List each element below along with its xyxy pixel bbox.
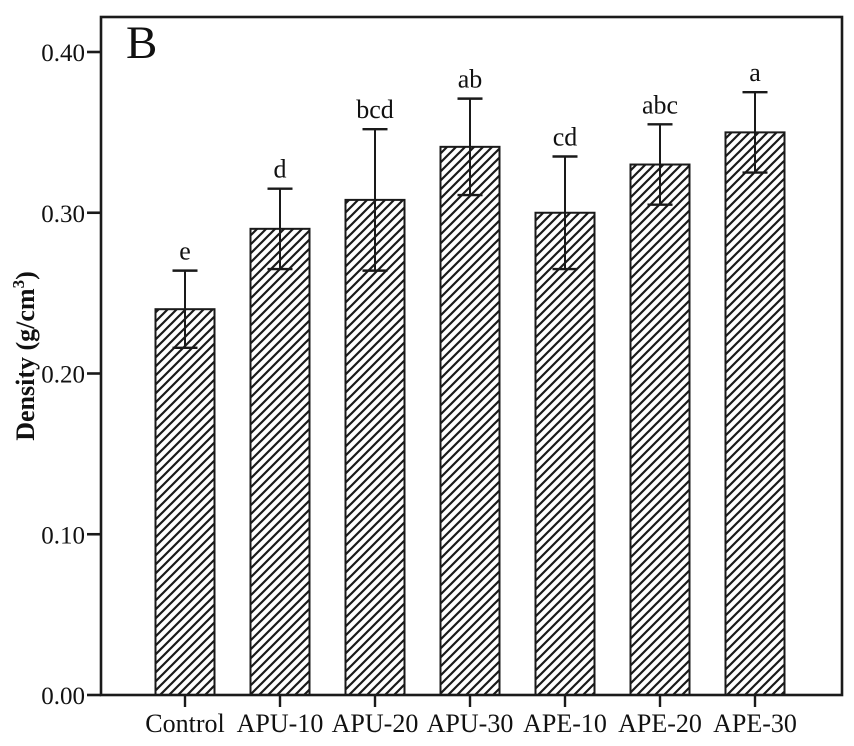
sig-letter-ape-30: a: [749, 58, 761, 87]
y-tick-label-0.30: 0.30: [41, 201, 85, 228]
error-bar-apu-30: [457, 97, 483, 197]
y-tick-label-0.00: 0.00: [41, 683, 85, 710]
y-axis-title-suffix: ): [10, 271, 40, 280]
y-tick-label-0.10: 0.10: [41, 522, 85, 549]
y-axis-title-text: Density (g/cm: [10, 288, 40, 441]
sig-letter-control: e: [179, 237, 191, 266]
plot-frame: [99, 15, 844, 697]
bar-apu-30: [439, 145, 501, 696]
x-tick-label-apu-20: APU-20: [332, 709, 419, 738]
error-bar-apu-10: [267, 187, 293, 271]
y-axis-title-superscript: 3: [9, 279, 29, 289]
sig-letter-ape-20: abc: [642, 90, 678, 119]
y-tick-label-0.20: 0.20: [41, 362, 85, 389]
error-bar-control: [172, 269, 198, 349]
bar-apu-20: [344, 198, 406, 696]
bar-control: [154, 308, 216, 696]
error-bar-ape-20: [647, 123, 673, 206]
bar-ape-10: [534, 211, 596, 696]
x-tick-label-control: Control: [145, 709, 224, 738]
error-bar-ape-30: [742, 90, 768, 174]
error-bar-apu-20: [362, 127, 388, 272]
sig-letter-apu-20: bcd: [356, 95, 394, 124]
bar-ape-30: [724, 131, 786, 696]
y-tick-label-0.40: 0.40: [41, 40, 85, 67]
sig-letter-apu-30: ab: [458, 65, 483, 94]
panel-label: B: [126, 17, 158, 69]
bar-apu-10: [249, 227, 311, 696]
x-tick-label-apu-30: APU-30: [427, 709, 514, 738]
x-tick-label-ape-20: APE-20: [618, 709, 702, 738]
y-axis-title: Density (g/cm3): [9, 271, 41, 441]
x-tick-label-apu-10: APU-10: [237, 709, 324, 738]
sig-letter-ape-10: cd: [553, 122, 578, 151]
bar-ape-20: [629, 163, 691, 696]
sig-letter-apu-10: d: [274, 155, 287, 184]
x-tick-label-ape-30: APE-30: [713, 709, 797, 738]
x-tick-label-ape-10: APE-10: [523, 709, 607, 738]
error-bar-ape-10: [552, 155, 578, 271]
